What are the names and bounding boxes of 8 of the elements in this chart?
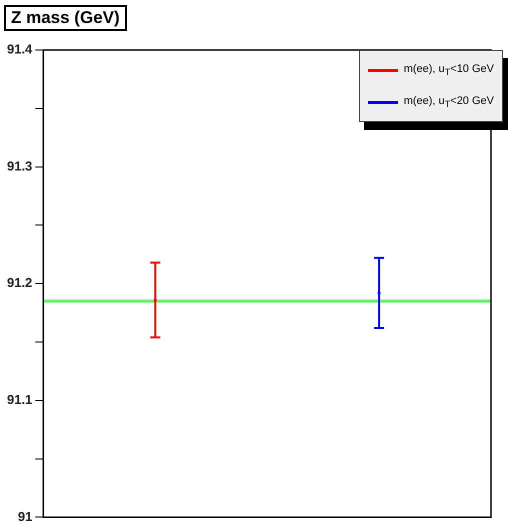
chart-title: Z mass (GeV) [4, 5, 127, 31]
y-tick-label: 91.1 [6, 392, 32, 407]
y-tick-label: 91.2 [6, 275, 32, 290]
legend-label: m(ee), u$_{T}$<10 GeV [404, 63, 494, 78]
legend-label: m(ee), u$_{T}$<20 GeV [404, 95, 494, 110]
y-tick-label: 91 [18, 508, 32, 524]
y-tick-label: 91.4 [6, 42, 34, 57]
y-tick-label: 91.3 [6, 158, 32, 174]
